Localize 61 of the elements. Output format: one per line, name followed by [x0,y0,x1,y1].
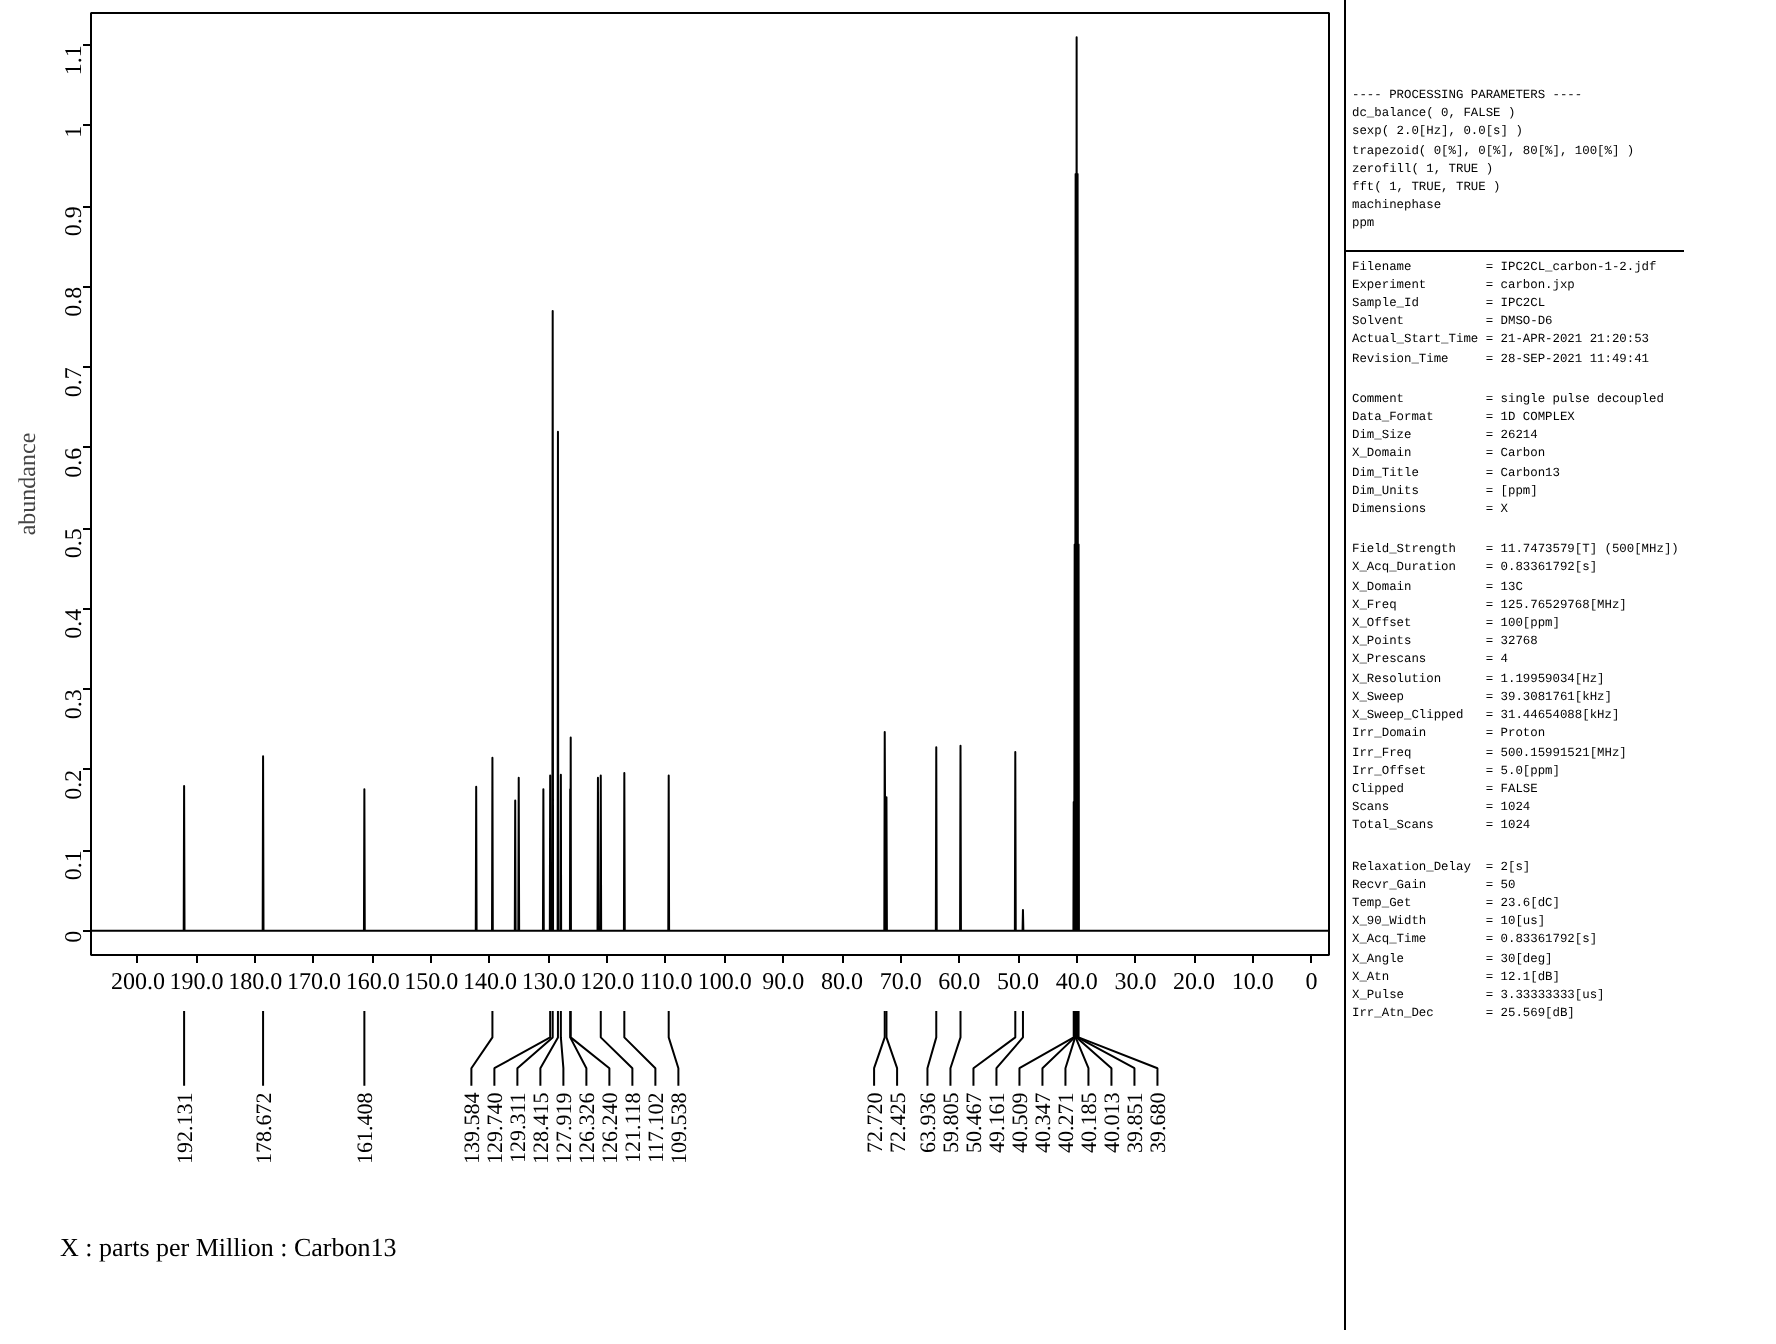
annotation: 72.720 [864,1091,889,1153]
annotation: 178.672 [253,1092,278,1164]
annotation: 50.467 [963,1091,988,1153]
annotation: 127.919 [553,1091,578,1164]
annotation: 129.740 [484,1091,509,1164]
y-tick-label: 0.5 [59,528,87,559]
annotation: 126.240 [599,1091,624,1164]
x-tick-label: 20.0 [1173,967,1216,995]
y-tick-label: 0.4 [59,608,87,639]
annotation: 72.425 [887,1091,912,1153]
annotation: 40.185 [1078,1091,1103,1153]
x-tick-label: 100.0 [697,967,752,995]
y-tick-label: 0.2 [59,769,87,800]
annotation: 129.311 [507,1092,532,1164]
y-tick-label: 0.9 [59,206,87,237]
annotation: 40.347 [1032,1091,1057,1153]
x-tick-label: 140.0 [462,967,517,995]
x-tick-label: 0 [1305,967,1318,995]
annotation: 126.326 [576,1091,601,1164]
x-tick-label: 110.0 [639,967,693,995]
annotation: 40.271 [1055,1092,1080,1153]
annotation: 161.408 [354,1091,379,1164]
annotation: 40.509 [1009,1091,1034,1153]
x-tick-label: 160.0 [345,967,400,995]
x-tick-label: 80.0 [821,967,864,995]
annotation: 121.118 [622,1091,647,1164]
x-tick-label: 30.0 [1114,967,1157,995]
x-tick-label: 60.0 [938,967,981,995]
y-axis-title: abundance [13,432,41,536]
annotation: 49.161 [986,1092,1011,1153]
annotation: 39.680 [1147,1091,1172,1153]
annotation: 59.805 [940,1091,965,1153]
y-tick-label: 0.3 [59,689,87,720]
annotation: 39.851 [1124,1092,1149,1153]
x-tick-label: 130.0 [521,967,576,995]
x-tick-label: 90.0 [762,967,805,995]
annotation: 117.102 [645,1092,670,1164]
x-tick-label: 180.0 [228,967,283,995]
y-tick-label: 1.1 [59,45,87,76]
x-tick-label: 10.0 [1231,967,1274,995]
y-tick-label: 1 [59,125,87,138]
x-tick-label: 120.0 [580,967,635,995]
y-tick-label: 0.1 [59,850,87,881]
y-tick-label: 0.8 [59,286,87,317]
annotation: 139.584 [461,1091,486,1164]
annotation: 109.538 [668,1091,693,1164]
x-tick-label: 40.0 [1055,967,1098,995]
text: X : parts per Million : Carbon13 [60,1232,397,1262]
x-tick-label: 200.0 [110,967,165,995]
y-tick-label: 0.7 [59,367,87,398]
annotation: 40.013 [1101,1091,1126,1153]
annotation: 63.936 [917,1091,942,1153]
y-tick-label: 0 [59,930,87,943]
annotation: 192.131 [174,1092,199,1164]
x-tick-label: 190.0 [169,967,224,995]
x-tick-label: 150.0 [404,967,459,995]
y-tick-label: 0.6 [59,447,87,478]
x-tick-label: 170.0 [286,967,341,995]
annotation: 128.415 [530,1091,555,1164]
x-tick-label: 50.0 [997,967,1040,995]
x-tick-label: 70.0 [879,967,922,995]
